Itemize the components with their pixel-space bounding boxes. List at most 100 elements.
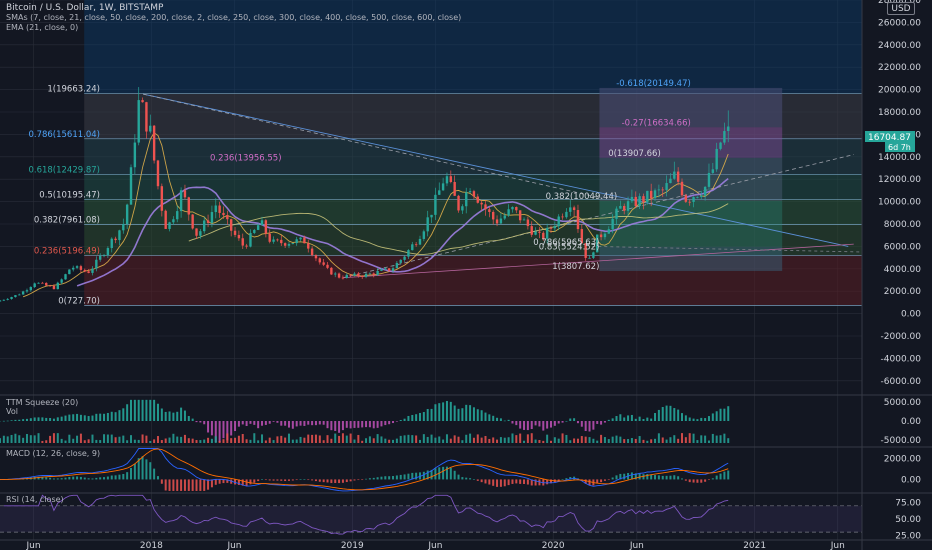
volume-bar bbox=[588, 437, 591, 443]
candle-body bbox=[187, 197, 191, 215]
rsi-band bbox=[0, 505, 862, 533]
candle-body bbox=[48, 285, 52, 287]
squeeze-bar bbox=[615, 416, 618, 421]
squeeze-bar bbox=[530, 421, 533, 430]
candle-body bbox=[399, 259, 402, 263]
candle-body bbox=[25, 290, 29, 292]
symbol-title[interactable]: Bitcoin / U.S. Dollar, 1W, BITSTAMP bbox=[6, 3, 164, 13]
candle-body bbox=[276, 239, 279, 241]
ttm-legend[interactable]: TTM Squeeze (20) bbox=[6, 398, 79, 407]
squeeze-bar bbox=[642, 418, 645, 421]
squeeze-bar bbox=[542, 421, 545, 431]
macd-histogram-bar bbox=[311, 479, 314, 481]
macd-histogram-bar bbox=[164, 479, 167, 491]
squeeze-bar bbox=[650, 418, 653, 421]
macd-histogram-bar bbox=[484, 479, 487, 484]
candle-body bbox=[133, 142, 137, 168]
fib-zone-band bbox=[84, 255, 863, 306]
volume-bar bbox=[226, 433, 229, 443]
volume-bar bbox=[411, 435, 414, 443]
macd-histogram-bar bbox=[126, 472, 129, 480]
squeeze-bar bbox=[523, 421, 526, 430]
volume-bar bbox=[630, 438, 633, 443]
candle-body bbox=[191, 214, 194, 229]
volume-bar bbox=[453, 435, 456, 443]
macd-histogram-bar bbox=[561, 479, 564, 480]
macd-histogram-bar bbox=[461, 477, 464, 480]
macd-histogram-bar bbox=[430, 469, 433, 480]
squeeze-bar bbox=[430, 408, 433, 421]
sma-legend[interactable]: SMAs (7, close, 21, close, 50, close, 20… bbox=[6, 13, 462, 22]
rsi-legend[interactable]: RSI (14, close) bbox=[6, 495, 64, 504]
squeeze-bar bbox=[654, 413, 657, 421]
squeeze-bar bbox=[345, 421, 348, 428]
macd-histogram-bar bbox=[403, 474, 406, 480]
squeeze-bar bbox=[711, 413, 714, 421]
candle-body bbox=[468, 191, 472, 193]
fib-zone-band bbox=[84, 224, 863, 256]
macd-legend[interactable]: MACD (12, 26, close, 9) bbox=[6, 449, 101, 458]
macd-histogram-bar bbox=[727, 470, 730, 480]
candle-body bbox=[422, 231, 426, 239]
squeeze-bar bbox=[395, 421, 398, 422]
macd-histogram-bar bbox=[603, 479, 606, 481]
volume-bar bbox=[87, 439, 90, 443]
macd-histogram-bar bbox=[492, 479, 495, 486]
volume-bar bbox=[41, 440, 44, 443]
squeeze-bar bbox=[160, 408, 163, 421]
squeeze-bar bbox=[565, 420, 568, 422]
macd-histogram-bar bbox=[673, 475, 676, 480]
vol-legend[interactable]: Vol bbox=[6, 407, 18, 416]
squeeze-bar bbox=[83, 415, 86, 421]
candle-body bbox=[330, 267, 333, 275]
price-tick-label: -2000.00 bbox=[881, 332, 922, 342]
ema-legend[interactable]: EMA (21, close, 0) bbox=[6, 23, 79, 32]
volume-bar bbox=[392, 439, 395, 443]
volume-bar bbox=[245, 439, 248, 443]
macd-histogram-bar bbox=[357, 479, 360, 481]
trend-line-flat bbox=[592, 246, 862, 253]
candle-body bbox=[445, 176, 449, 184]
volume-bar bbox=[261, 434, 264, 443]
candle-body bbox=[287, 244, 291, 246]
volume-bar bbox=[272, 440, 275, 443]
squeeze-bar bbox=[700, 417, 703, 421]
volume-bar bbox=[199, 440, 202, 443]
macd-histogram-bar bbox=[176, 479, 179, 491]
candle-body bbox=[253, 229, 256, 233]
candle-body bbox=[565, 211, 568, 218]
volume-bar bbox=[314, 434, 317, 443]
squeeze-bar bbox=[176, 411, 179, 421]
squeeze-bar bbox=[492, 415, 495, 421]
time-tick-label: Jun bbox=[830, 541, 845, 550]
volume-bar bbox=[711, 433, 714, 443]
squeeze-bar bbox=[237, 421, 240, 427]
volume-bar bbox=[307, 434, 310, 443]
squeeze-bar bbox=[549, 421, 552, 428]
volume-bar bbox=[384, 438, 387, 443]
candle-body bbox=[503, 215, 506, 219]
projection-level-label: -0.27(16634.66) bbox=[622, 118, 691, 128]
squeeze-bar bbox=[253, 421, 256, 425]
volume-bar bbox=[457, 436, 460, 443]
candle-body bbox=[580, 229, 584, 244]
candle-body bbox=[542, 232, 545, 239]
currency-button[interactable]: USD bbox=[887, 2, 915, 15]
squeeze-bar bbox=[60, 416, 63, 421]
squeeze-bar bbox=[68, 414, 71, 421]
volume-bar bbox=[284, 437, 287, 443]
candle-body bbox=[353, 273, 356, 276]
candle-body bbox=[368, 273, 372, 275]
squeeze-bar bbox=[299, 421, 302, 426]
rsi-line bbox=[3, 494, 729, 535]
macd-histogram-bar bbox=[418, 472, 421, 480]
candle-body bbox=[515, 207, 518, 211]
candle-body bbox=[630, 196, 634, 202]
volume-bar bbox=[580, 436, 583, 443]
volume-bar bbox=[29, 435, 32, 443]
volume-bar bbox=[183, 434, 186, 443]
squeeze-bar bbox=[688, 417, 691, 421]
volume-bar bbox=[83, 440, 86, 443]
volume-bar bbox=[634, 438, 637, 443]
